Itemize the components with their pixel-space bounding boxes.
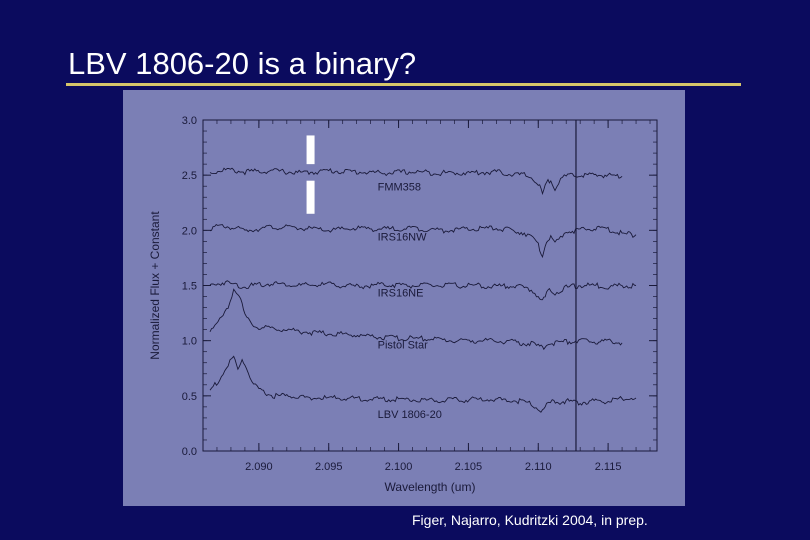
spectrum-line-pistol-star bbox=[209, 288, 623, 351]
y-tick-label: 2.0 bbox=[182, 225, 197, 237]
y-tick-label: 1.5 bbox=[182, 281, 197, 293]
spectrum-line-lbv-1806-20 bbox=[209, 355, 637, 413]
spectrum-line-fmm358 bbox=[209, 167, 623, 196]
spectrum-line-irs16ne bbox=[209, 280, 637, 301]
series-label: IRS16NE bbox=[378, 288, 424, 300]
spectra-chart: 0.0 0.5 1.0 1.5 2.0 2.5 3.0 2.090 2.095 2.100 2.10… bbox=[148, 115, 658, 494]
x-axis-title: Wavelength (um) bbox=[385, 480, 476, 494]
line-marker-bar bbox=[306, 180, 315, 214]
y-tick-label: 3.0 bbox=[182, 115, 197, 127]
y-tick-label: 1.0 bbox=[182, 336, 197, 348]
y-tick-label: 0.0 bbox=[182, 446, 197, 458]
spectrum-line-irs16nw bbox=[209, 224, 637, 259]
x-tick-label: 2.105 bbox=[455, 461, 483, 473]
title-underline bbox=[66, 83, 741, 86]
x-tick-label: 2.095 bbox=[315, 461, 343, 473]
series-label: FMM358 bbox=[378, 182, 421, 194]
x-tick-label: 2.115 bbox=[595, 461, 622, 473]
citation-credit: Figer, Najarro, Kudritzki 2004, in prep. bbox=[412, 512, 648, 528]
y-tick-label: 0.5 bbox=[182, 391, 197, 403]
series-label: Pistol Star bbox=[378, 339, 428, 351]
spectra-plot-panel: 0.0 0.5 1.0 1.5 2.0 2.5 3.0 2.090 2.095 2.100 2.10… bbox=[123, 90, 685, 506]
slide-title: LBV 1806-20 is a binary? bbox=[68, 46, 417, 81]
series-label: LBV 1806-20 bbox=[378, 409, 442, 421]
y-tick-label: 2.5 bbox=[182, 170, 197, 182]
y-axis-title: Normalized Flux + Constant bbox=[148, 211, 162, 360]
series-label: IRS16NW bbox=[378, 231, 428, 243]
line-marker-bar bbox=[306, 135, 315, 165]
x-tick-label: 2.100 bbox=[385, 461, 413, 473]
x-tick-label: 2.110 bbox=[525, 461, 552, 473]
x-tick-label: 2.090 bbox=[245, 461, 273, 473]
